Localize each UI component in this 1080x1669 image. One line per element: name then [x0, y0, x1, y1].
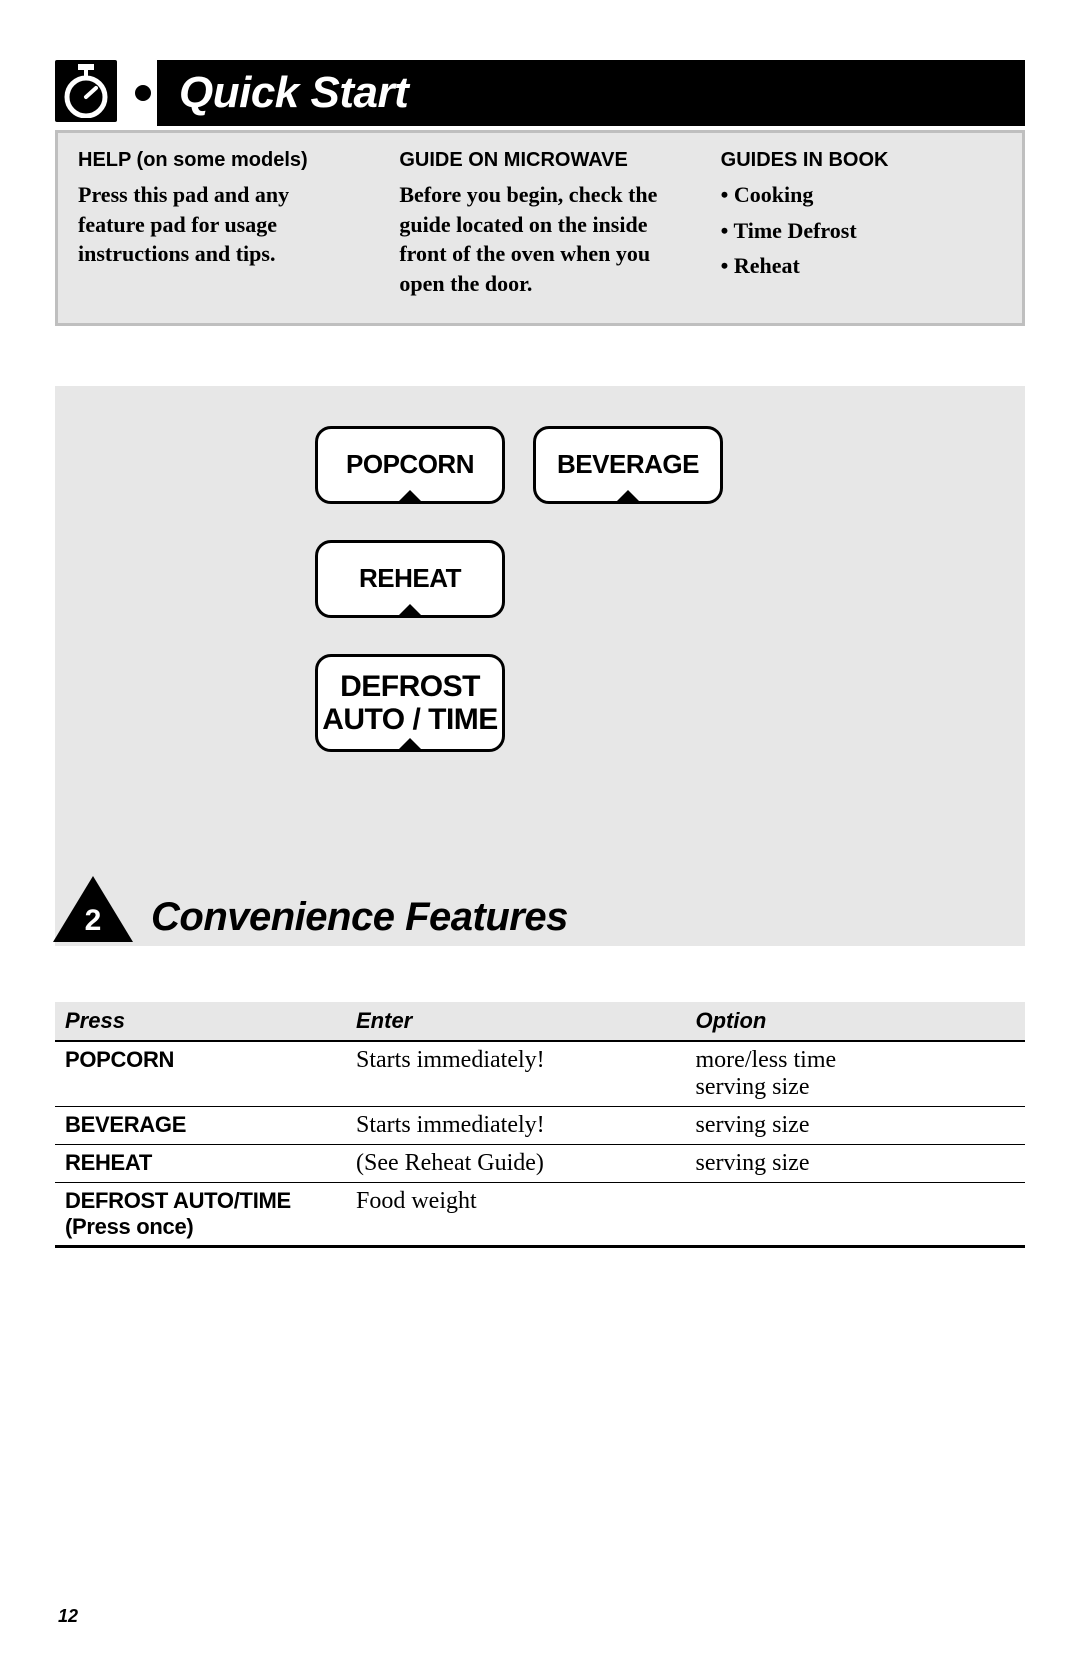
- section-number-badge: 2: [53, 876, 133, 942]
- button-label: BEVERAGE: [557, 450, 699, 479]
- info-col-guides-book: GUIDES IN BOOK • Cooking • Time Defrost …: [721, 147, 1002, 299]
- cell-enter: Starts immediately!: [346, 1041, 686, 1107]
- cell-option: serving size: [686, 1106, 1026, 1144]
- info-heading: HELP (on some models): [78, 147, 359, 174]
- triangle-icon: [396, 604, 424, 618]
- col-option: Option: [686, 1002, 1026, 1041]
- popcorn-button[interactable]: POPCORN: [315, 426, 505, 504]
- info-body: Press this pad and any feature pad for u…: [78, 180, 359, 269]
- section-heading-row: 2 Convenience Features: [53, 876, 1025, 942]
- triangle-icon: [614, 490, 642, 504]
- triangle-icon: [396, 738, 424, 752]
- page-title-bar: Quick Start: [157, 60, 1025, 126]
- info-col-guide-microwave: GUIDE ON MICROWAVE Before you begin, che…: [399, 147, 680, 299]
- features-table: Press Enter Option POPCORN Starts immedi…: [55, 1002, 1025, 1248]
- cell-press: BEVERAGE: [55, 1106, 346, 1144]
- col-press: Press: [55, 1002, 346, 1041]
- cell-press: REHEAT: [55, 1144, 346, 1182]
- defrost-button[interactable]: DEFROST AUTO / TIME: [315, 654, 505, 752]
- page-number: 12: [58, 1606, 78, 1627]
- info-bullet: • Cooking: [721, 180, 1002, 210]
- cell-press: DEFROST AUTO/TIME (Press once): [55, 1182, 346, 1246]
- button-label-line1: DEFROST: [322, 670, 498, 703]
- info-col-help: HELP (on some models) Press this pad and…: [78, 147, 359, 299]
- section-title: Convenience Features: [151, 895, 568, 942]
- button-panel: POPCORN BEVERAGE REHEAT DEFROST AUTO / T…: [55, 386, 1025, 946]
- cell-option: more/less time serving size: [686, 1041, 1026, 1107]
- cell-enter: Food weight: [346, 1182, 686, 1246]
- table-row: REHEAT (See Reheat Guide) serving size: [55, 1144, 1025, 1182]
- timer-icon: [55, 60, 117, 122]
- section-number: 2: [83, 904, 103, 938]
- cell-enter: (See Reheat Guide): [346, 1144, 686, 1182]
- button-label: POPCORN: [346, 450, 474, 479]
- info-body: Before you begin, check the guide locate…: [399, 180, 680, 299]
- table-header-row: Press Enter Option: [55, 1002, 1025, 1041]
- button-label: REHEAT: [359, 564, 461, 593]
- info-bullet-list: • Cooking • Time Defrost • Reheat: [721, 180, 1002, 281]
- info-box: HELP (on some models) Press this pad and…: [55, 130, 1025, 326]
- info-heading: GUIDE ON MICROWAVE: [399, 147, 680, 174]
- table-row: BEVERAGE Starts immediately! serving siz…: [55, 1106, 1025, 1144]
- page-title: Quick Start: [179, 68, 408, 118]
- cell-enter: Starts immediately!: [346, 1106, 686, 1144]
- beverage-button[interactable]: BEVERAGE: [533, 426, 723, 504]
- triangle-icon: [396, 490, 424, 504]
- info-heading: GUIDES IN BOOK: [721, 147, 1002, 174]
- info-bullet: • Reheat: [721, 251, 1002, 281]
- col-enter: Enter: [346, 1002, 686, 1041]
- separator-dot: [129, 60, 157, 126]
- cell-option: serving size: [686, 1144, 1026, 1182]
- info-bullet: • Time Defrost: [721, 216, 1002, 246]
- table-row: POPCORN Starts immediately! more/less ti…: [55, 1041, 1025, 1107]
- button-label-line2: AUTO / TIME: [322, 703, 498, 736]
- header-row: Quick Start: [55, 60, 1025, 126]
- cell-option: [686, 1182, 1026, 1246]
- table-row: DEFROST AUTO/TIME (Press once) Food weig…: [55, 1182, 1025, 1246]
- reheat-button[interactable]: REHEAT: [315, 540, 505, 618]
- cell-press: POPCORN: [55, 1041, 346, 1107]
